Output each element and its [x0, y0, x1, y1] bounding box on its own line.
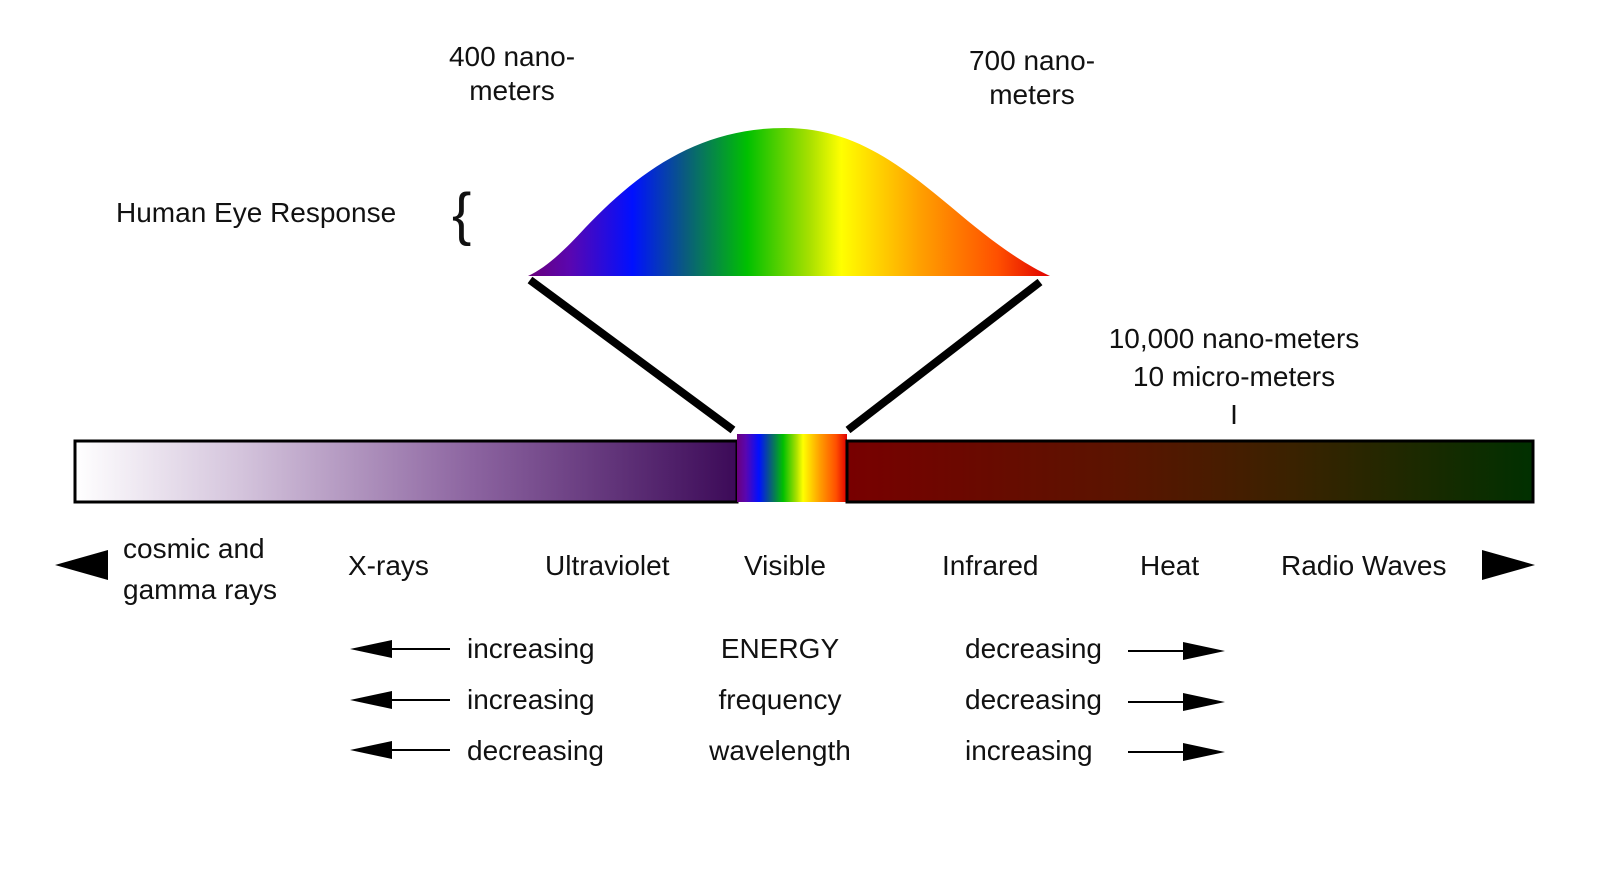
band-visible: Visible: [744, 550, 826, 581]
trend-frequency-quantity: frequency: [718, 684, 842, 715]
trend-wavelength-left: decreasing: [467, 735, 604, 766]
label-10000nm-line2: 10 micro-meters: [1132, 361, 1336, 392]
band-cosmic-line2: gamma rays: [123, 574, 278, 605]
label-700nm: 700 nano- meters: [969, 44, 1095, 112]
label-400nm-line1: 400 nano-: [448, 41, 576, 72]
right-end-arrow-icon: [1482, 550, 1535, 580]
label-700nm-line1: 700 nano-: [968, 45, 1096, 76]
trend-frequency-right: decreasing: [965, 684, 1102, 715]
left-end-arrow-icon: [55, 550, 108, 580]
trend-wavelength-right: increasing: [965, 735, 1093, 766]
label-10000nm-line1: 10,000 nano-meters: [1108, 323, 1360, 354]
trend-frequency-left: increasing: [467, 684, 595, 715]
label-eye-response: Human Eye Response: [116, 197, 397, 228]
trend-energy-right: decreasing: [965, 633, 1102, 664]
label-400nm-line2: meters: [469, 75, 555, 106]
label-10000nm: 10,000 nano-meters 10 micro-meters I: [1109, 320, 1360, 434]
label-400nm: 400 nano- meters: [449, 40, 575, 108]
tick-mark: I: [1230, 399, 1238, 430]
label-700nm-line2: meters: [989, 79, 1075, 110]
trend-arrows-left: [350, 640, 450, 759]
band-radio-waves: Radio Waves: [1281, 550, 1447, 581]
eye-response-curve: [528, 128, 1050, 276]
band-ultraviolet: Ultraviolet: [545, 550, 670, 581]
uv-bar: [73, 439, 739, 504]
connector-line-left: [527, 276, 736, 434]
trend-arrows-right: [1128, 642, 1225, 761]
band-infrared: Infrared: [942, 550, 1039, 581]
band-cosmic-gamma: cosmic and gamma rays: [123, 528, 277, 610]
band-xrays: X-rays: [348, 550, 429, 581]
band-cosmic-line1: cosmic and: [123, 533, 265, 564]
ir-bar: [845, 439, 1535, 504]
trend-energy-quantity: ENERGY: [720, 633, 840, 664]
trend-energy-left: increasing: [467, 633, 595, 664]
band-heat: Heat: [1140, 550, 1200, 581]
brace-icon: {: [452, 182, 472, 247]
trend-wavelength-quantity: wavelength: [709, 735, 851, 766]
connector-line-right: [845, 278, 1043, 434]
visible-bar: [737, 434, 847, 502]
